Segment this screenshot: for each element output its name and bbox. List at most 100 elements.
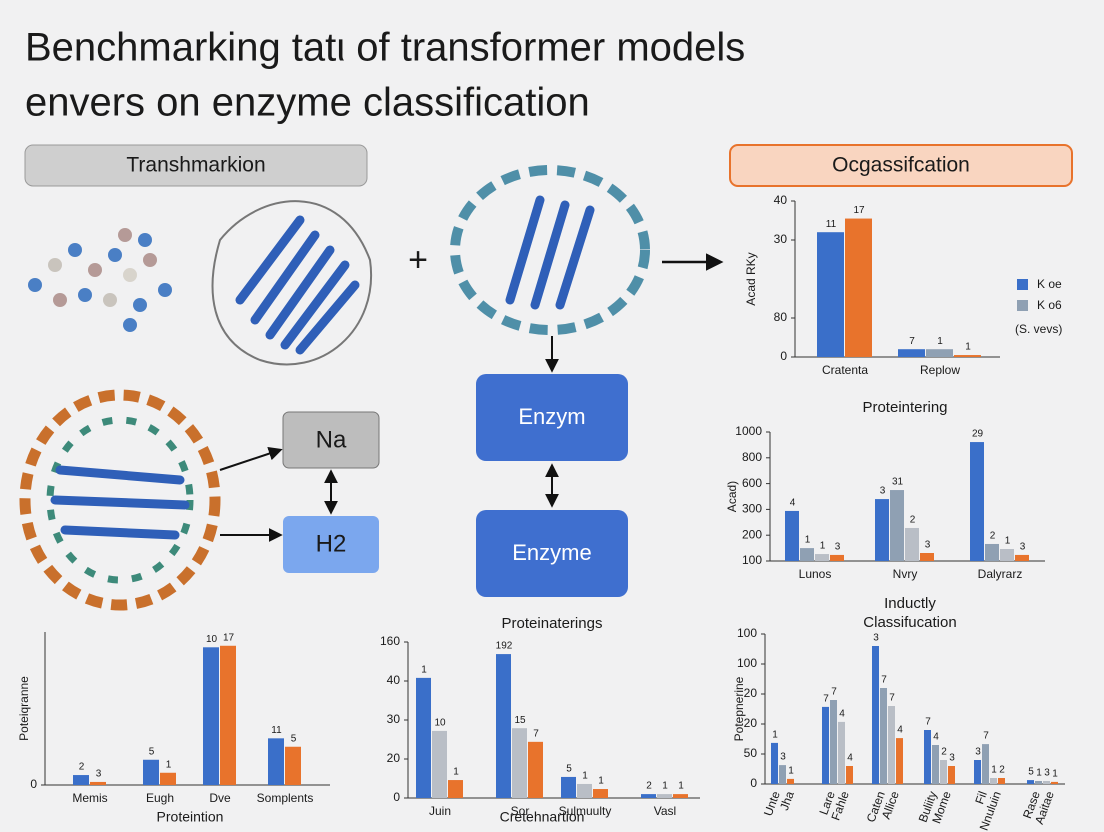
banner-text: Ocgassifcation [832,154,970,177]
bar [160,772,176,785]
x-tick-label: Eugh [146,791,174,805]
bar [561,776,576,798]
chart-title: Classifucation [863,614,956,631]
x-tick-label: Jha [777,789,797,812]
value-label: 7 [533,728,539,739]
value-label: 3 [880,486,886,497]
bar [880,688,887,784]
bar [926,349,953,357]
value-label: 1 [598,776,604,787]
value-label: 7 [831,687,837,698]
bar [846,766,853,784]
y-tick-label: 200 [742,527,762,541]
y-axis-label: Potepnerine [732,676,746,741]
bar [924,730,931,784]
x-tick-label: Somplents [257,791,314,805]
value-label: 11 [271,725,282,736]
bar [73,775,89,785]
bar [496,654,511,798]
value-label: 1 [662,781,668,792]
bar [1000,549,1014,561]
value-label: 3 [835,542,841,553]
bar [1027,780,1034,784]
value-label: 3 [925,540,931,551]
bar [954,355,981,357]
value-label: 3 [873,633,879,644]
x-tick-label: Nvry [893,567,918,581]
title-line: envers on enzyme classification [25,81,590,125]
enzyme-box [476,510,628,597]
bar [432,730,447,798]
x-tick-label: Fil [972,789,989,806]
value-label: 2 [941,747,947,758]
value-label: 1 [805,535,811,546]
y-tick-label: 100 [737,626,757,640]
value-label: 1 [453,767,459,778]
x-tick-label: Sulmuulty [559,804,612,818]
y-tick-label: 100 [737,656,757,670]
value-label: 192 [496,641,513,652]
value-label: 7 [983,731,989,742]
x-axis-label: Proteintion [157,809,224,825]
x-tick-label: Memis [72,791,107,805]
bar [898,349,925,357]
bar [203,647,219,785]
bar [220,645,236,785]
bar [948,766,955,784]
molecule-spheres [28,228,172,332]
bar [268,738,284,785]
value-label: 2 [999,765,1005,776]
bar [822,706,829,784]
node-label: Na [316,426,347,453]
y-tick-label: 0 [750,776,757,790]
value-label: 2 [910,515,916,526]
legend-label: K oe [1037,277,1062,291]
x-tick-label: Cratenta [822,363,868,377]
value-label: 2 [79,762,85,773]
y-tick-label: 600 [742,476,762,490]
y-tick-label: 40 [387,673,401,687]
y-tick-label: 300 [742,502,762,516]
value-label: 7 [889,693,895,704]
value-label: 7 [881,675,887,686]
value-label: 5 [149,746,155,757]
banner [24,144,368,187]
x-tick-label: Replow [920,363,960,377]
y-tick-label: 80 [774,310,788,324]
value-label: 2 [990,531,996,542]
y-tick-label: 20 [387,751,401,765]
bar [90,781,106,785]
value-label: 11 [826,219,837,230]
value-label: 7 [823,694,829,705]
bar [1051,781,1058,784]
bar [940,760,947,784]
y-axis-label: Poteiqranne [17,676,31,741]
legend-swatch [1017,300,1028,311]
bar [673,794,688,798]
y-tick-label: 20 [744,716,758,730]
x-tick-label: Lunos [799,567,832,581]
enzyme-label: Enzym [518,404,585,429]
value-label: 3 [1044,768,1050,779]
bar [990,778,997,784]
bar [143,759,159,785]
bar [920,553,934,561]
x-tick-label: Sor [511,804,530,818]
bar [817,232,844,357]
value-label: 1 [421,665,427,676]
bar [787,778,794,784]
bar [974,760,981,784]
banner-text: Transhmarkion [126,154,265,177]
y-axis-label: Acad) [725,481,739,512]
bar [1043,781,1050,784]
value-label: 31 [892,477,904,488]
value-label: 3 [949,753,955,764]
bar [905,527,919,561]
chart-title: Inductly [884,595,936,612]
value-label: 3 [975,747,981,758]
y-tick-label: 800 [742,450,762,464]
value-label: 1 [965,342,971,353]
bar [1015,554,1029,561]
x-tick-label: Vasl [654,804,676,818]
node-box [283,516,379,573]
